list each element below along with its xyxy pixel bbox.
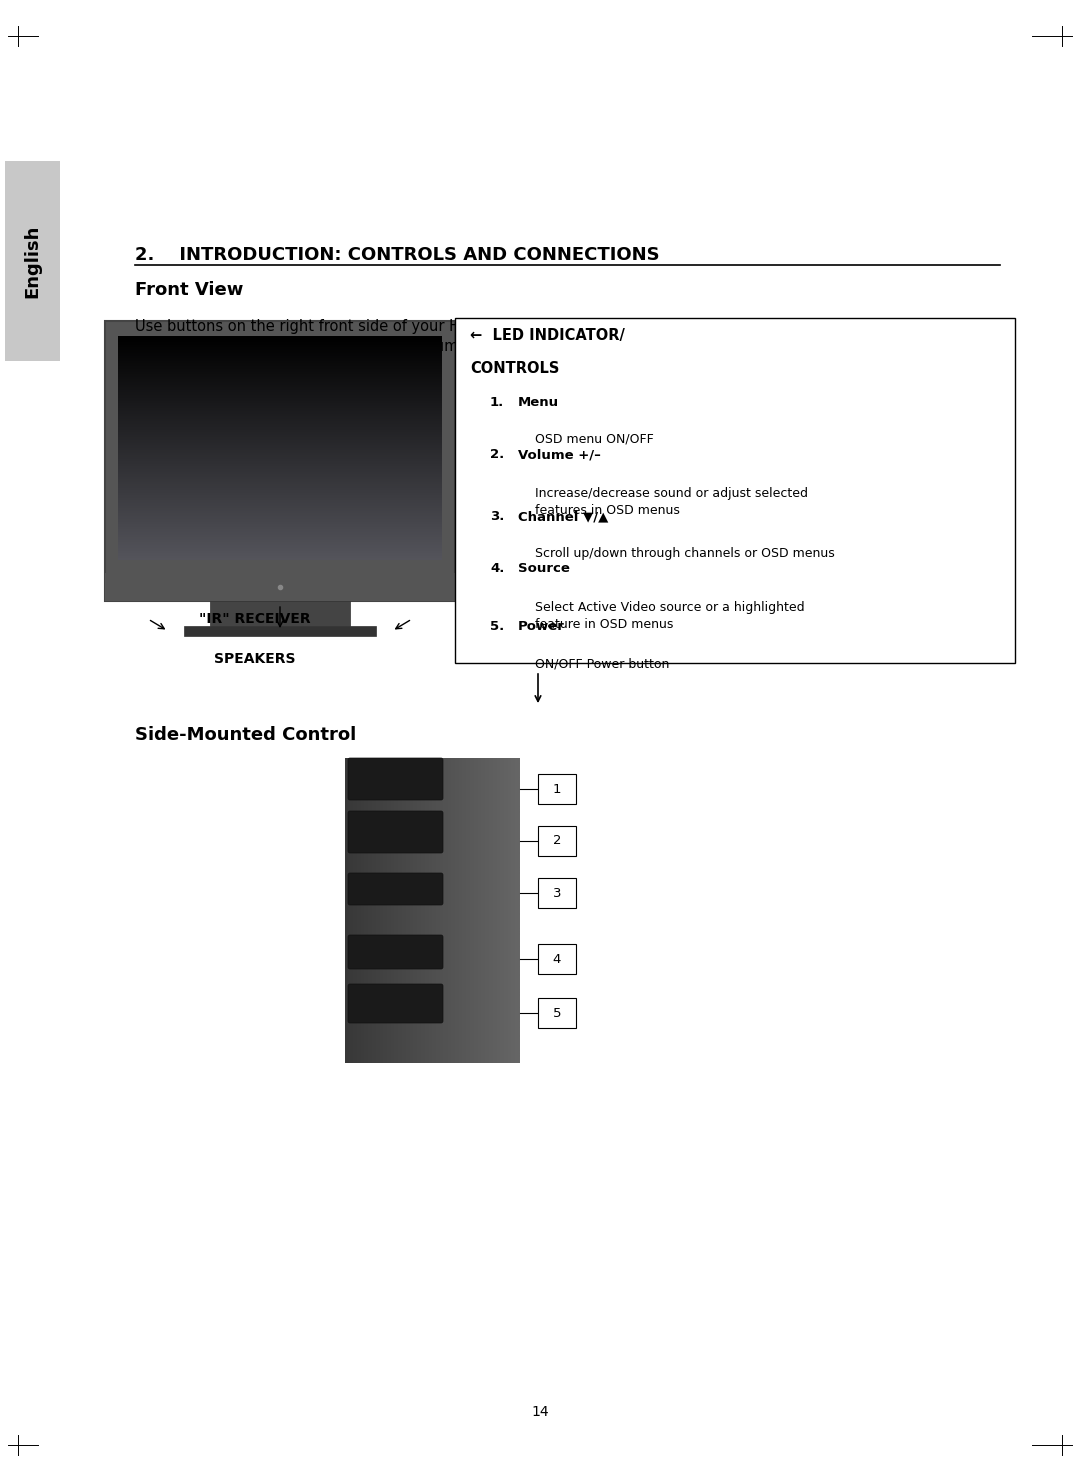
- Text: 2.    INTRODUCTION: CONTROLS AND CONNECTIONS: 2. INTRODUCTION: CONTROLS AND CONNECTION…: [135, 246, 660, 264]
- Text: "IR" RECEIVER: "IR" RECEIVER: [199, 612, 311, 626]
- Text: Increase/decrease sound or adjust selected
features in OSD menus: Increase/decrease sound or adjust select…: [535, 487, 808, 517]
- FancyBboxPatch shape: [348, 935, 443, 969]
- FancyBboxPatch shape: [538, 943, 576, 974]
- Text: SPEAKERS: SPEAKERS: [214, 652, 296, 666]
- Text: ←  LED INDICATOR/: ← LED INDICATOR/: [470, 327, 625, 344]
- Text: 2: 2: [553, 834, 562, 847]
- Text: 1.: 1.: [490, 395, 504, 409]
- FancyBboxPatch shape: [348, 872, 443, 905]
- Text: Scroll up/down through channels or OSD menus: Scroll up/down through channels or OSD m…: [535, 546, 835, 560]
- Text: 14: 14: [531, 1405, 549, 1419]
- Text: 1: 1: [553, 782, 562, 795]
- Text: OSD menu ON/OFF: OSD menu ON/OFF: [535, 432, 653, 446]
- FancyBboxPatch shape: [538, 998, 576, 1028]
- Text: Volume +/–: Volume +/–: [518, 447, 600, 461]
- Text: ON/OFF Power button: ON/OFF Power button: [535, 658, 670, 669]
- FancyBboxPatch shape: [210, 601, 350, 626]
- Text: 5: 5: [553, 1007, 562, 1019]
- Text: 4.: 4.: [490, 561, 504, 575]
- Text: Side-Mounted Control: Side-Mounted Control: [135, 726, 356, 743]
- Text: Front View: Front View: [135, 281, 243, 299]
- Text: 5.: 5.: [490, 621, 504, 632]
- Text: English: English: [24, 224, 41, 298]
- FancyBboxPatch shape: [105, 321, 455, 601]
- FancyBboxPatch shape: [184, 626, 376, 635]
- FancyBboxPatch shape: [348, 812, 443, 853]
- Text: Menu: Menu: [518, 395, 559, 409]
- FancyBboxPatch shape: [348, 983, 443, 1023]
- Text: 3: 3: [553, 887, 562, 899]
- Text: Select Active Video source or a highlighted
feature in OSD menus: Select Active Video source or a highligh…: [535, 601, 805, 631]
- Text: 2.: 2.: [490, 447, 504, 461]
- FancyBboxPatch shape: [348, 758, 443, 800]
- Text: Power: Power: [518, 621, 565, 632]
- FancyBboxPatch shape: [538, 878, 576, 908]
- FancyBboxPatch shape: [538, 775, 576, 804]
- FancyBboxPatch shape: [5, 161, 60, 361]
- Text: Channel ▼/▲: Channel ▼/▲: [518, 509, 608, 523]
- FancyBboxPatch shape: [105, 573, 455, 601]
- Text: Use buttons on the right front side of your HDTV (or remote control on remote
co: Use buttons on the right front side of y…: [135, 318, 708, 373]
- Text: 3.: 3.: [490, 509, 504, 523]
- Text: 4: 4: [553, 952, 562, 966]
- Text: CONTROLS: CONTROLS: [470, 361, 559, 376]
- FancyBboxPatch shape: [538, 826, 576, 856]
- FancyBboxPatch shape: [455, 318, 1015, 663]
- Text: Source: Source: [518, 561, 570, 575]
